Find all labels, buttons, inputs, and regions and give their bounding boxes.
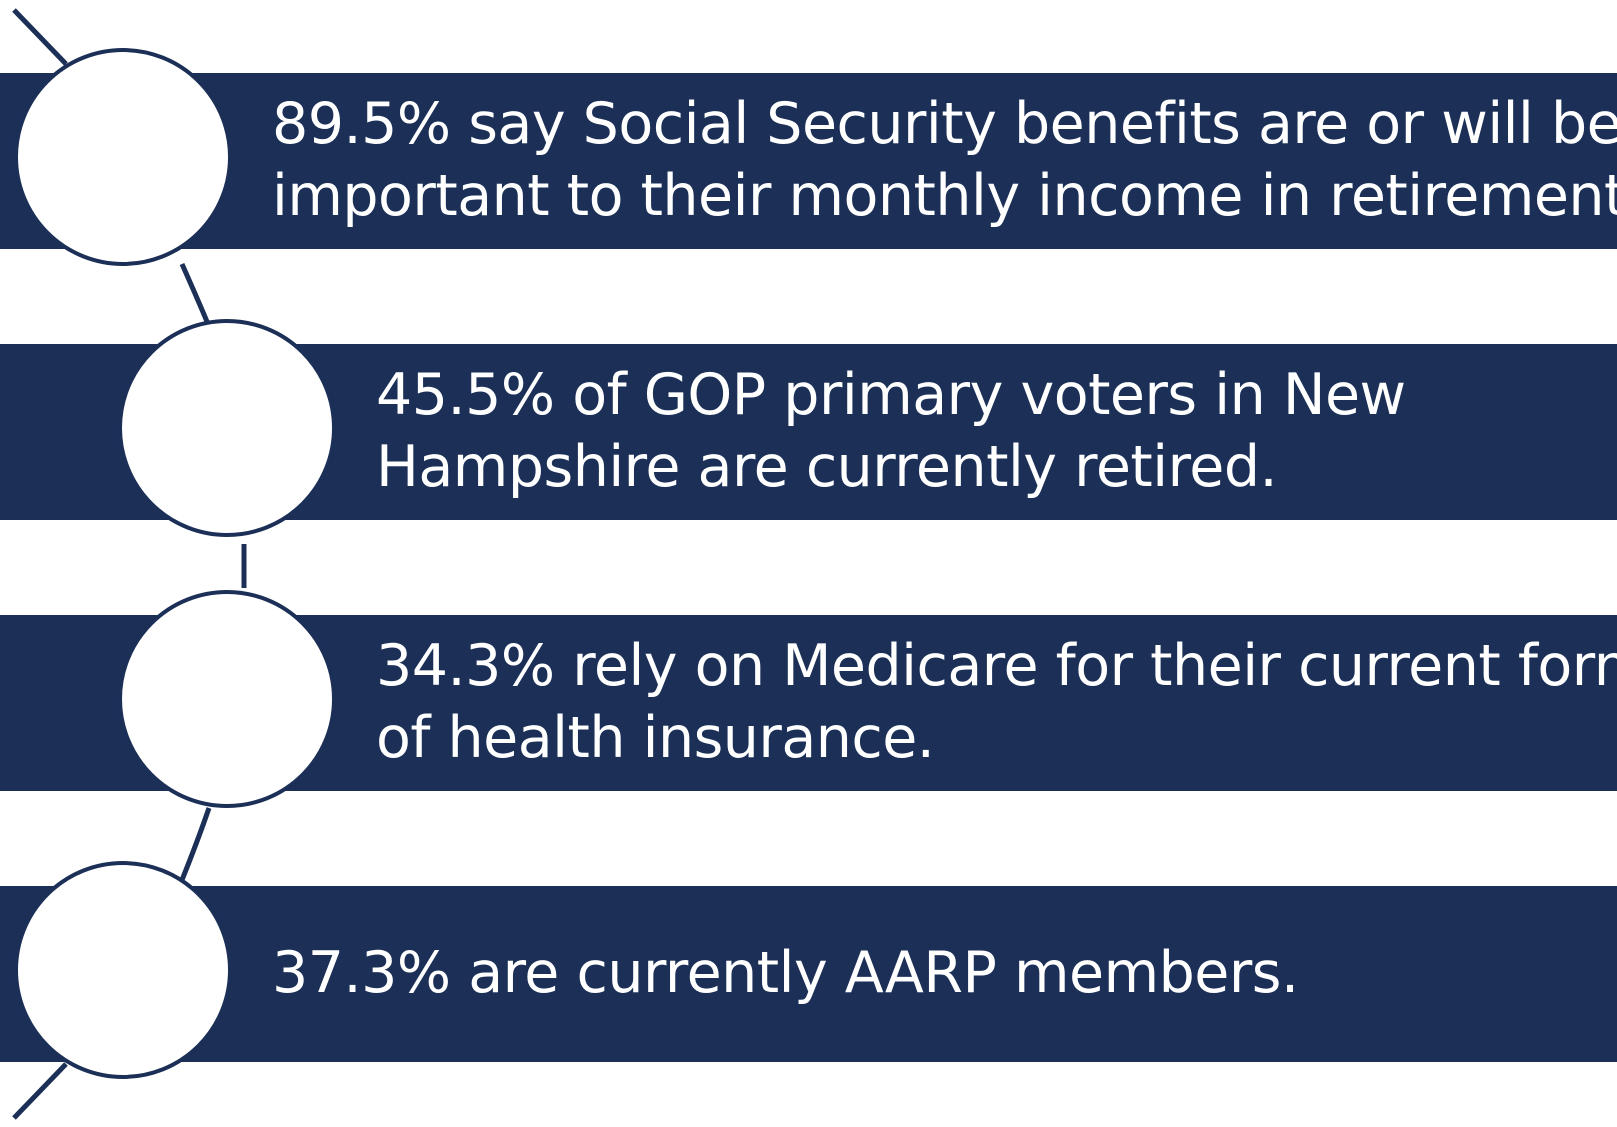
stat-text-3-line-2: of health insurance. — [376, 705, 935, 771]
stat-text-1: 89.5% say Social Security benefits are o… — [272, 88, 1617, 232]
stat-circle-1 — [14, 48, 232, 266]
stat-circle-2 — [118, 319, 336, 537]
stat-circle-4 — [14, 861, 232, 1079]
stat-text-4: 37.3% are currently AARP members. — [272, 937, 1299, 1009]
stat-text-1-line-1: 89.5% say Social Security benefits are o… — [272, 91, 1617, 157]
stat-text-2-line-1: 45.5% of GOP primary voters in New — [376, 362, 1406, 428]
stat-text-2: 45.5% of GOP primary voters in New Hamps… — [376, 359, 1406, 503]
stat-text-3-line-1: 34.3% rely on Medicare for their current… — [376, 633, 1617, 699]
stat-bar-1 — [0, 73, 1617, 249]
stat-text-1-line-2: important to their monthly income in ret… — [272, 163, 1617, 229]
stat-text-4-line-1: 37.3% are currently AARP members. — [272, 940, 1299, 1006]
stat-text-3: 34.3% rely on Medicare for their current… — [376, 630, 1617, 774]
stat-bar-4 — [0, 886, 1617, 1062]
stat-circle-3 — [118, 590, 336, 808]
stat-text-2-line-2: Hampshire are currently retired. — [376, 434, 1278, 500]
